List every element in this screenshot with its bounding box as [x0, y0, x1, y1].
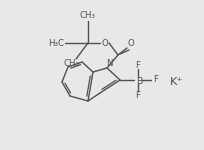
Text: F: F	[135, 60, 141, 69]
Text: K⁺: K⁺	[170, 77, 184, 87]
Text: B: B	[136, 76, 142, 85]
Text: F: F	[135, 90, 141, 99]
Text: CH₃: CH₃	[80, 11, 96, 20]
Text: O: O	[128, 39, 134, 48]
Text: H₃C: H₃C	[48, 39, 64, 48]
Text: O: O	[102, 39, 108, 48]
Text: N: N	[106, 60, 112, 69]
Text: F: F	[153, 75, 159, 84]
Text: CH₃: CH₃	[64, 60, 80, 69]
